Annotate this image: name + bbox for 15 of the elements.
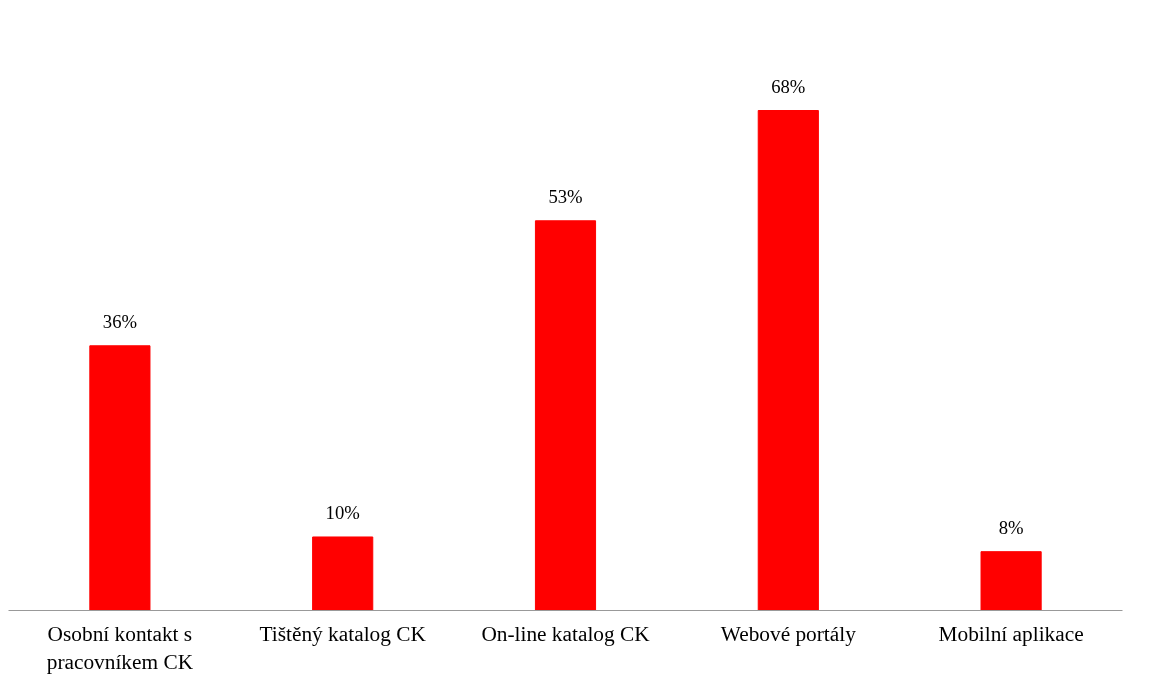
bar bbox=[89, 345, 151, 611]
data-label: 36% bbox=[102, 310, 137, 332]
bar bbox=[757, 110, 819, 611]
bar bbox=[980, 551, 1042, 611]
x-tick-label: Mobilní aplikace bbox=[938, 621, 1084, 646]
bar bbox=[312, 536, 374, 611]
bar bbox=[534, 220, 597, 611]
data-label: 68% bbox=[771, 75, 806, 97]
x-tick-label: Tištěný katalog CK bbox=[259, 621, 427, 646]
x-tick-label: Webové portály bbox=[720, 621, 857, 646]
data-label: 8% bbox=[998, 516, 1024, 538]
data-label: 10% bbox=[325, 501, 360, 523]
x-tick-label: Osobní kontakt s pracovníkem CK bbox=[46, 621, 194, 675]
data-label: 53% bbox=[548, 185, 583, 207]
x-tick-label: On-line katalog CK bbox=[481, 621, 651, 646]
